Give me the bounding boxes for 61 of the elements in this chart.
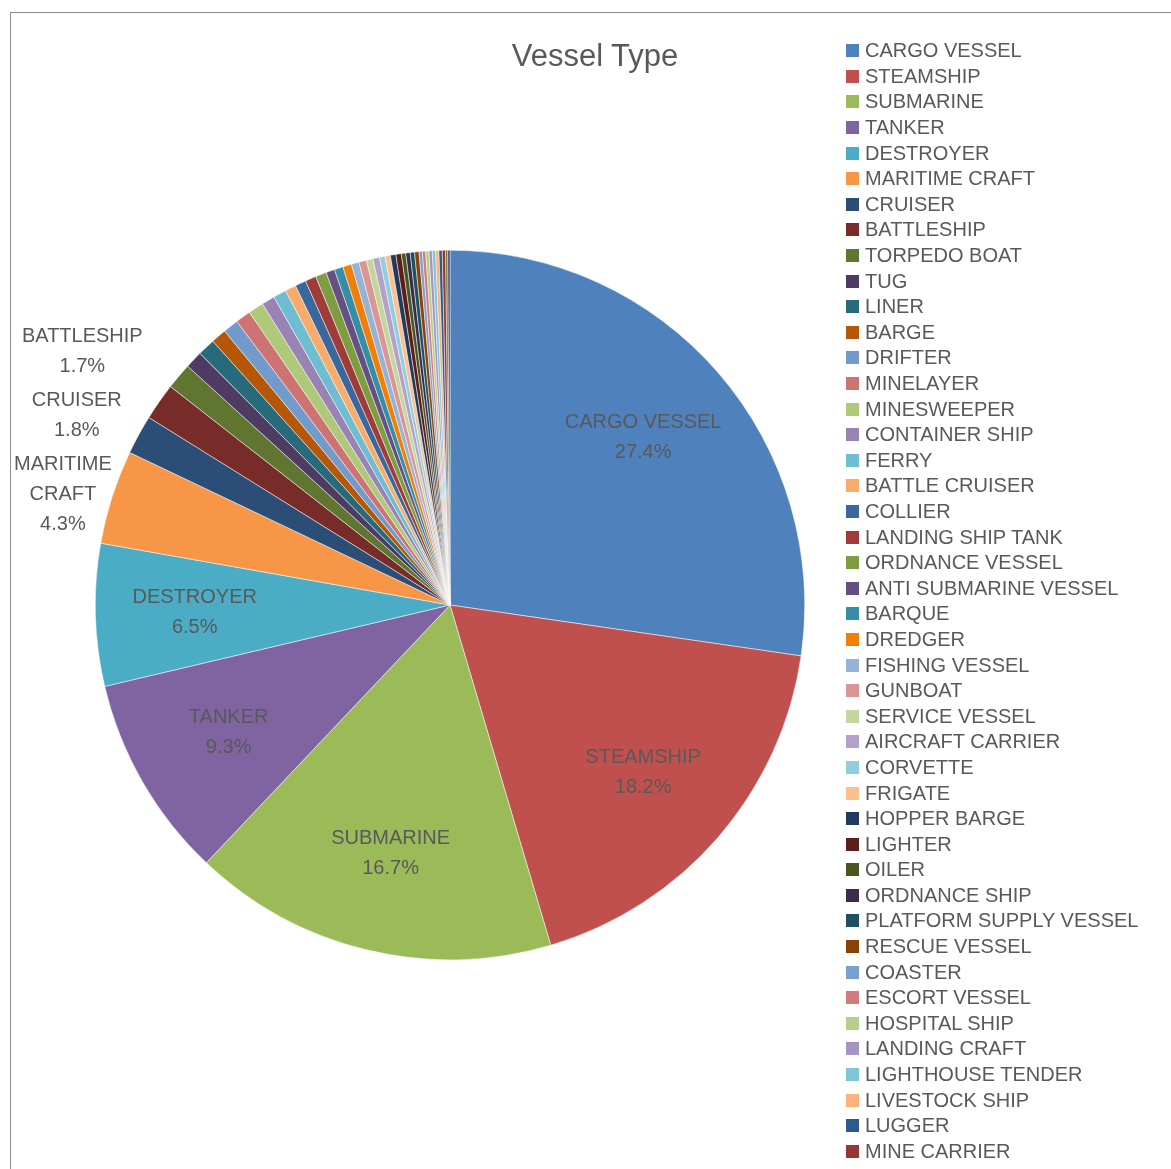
legend-label: CORVETTE: [865, 755, 974, 779]
legend-label: ESCORT VESSEL: [865, 986, 1031, 1010]
legend-label: FERRY: [865, 448, 933, 472]
legend-label: DESTROYER: [865, 141, 990, 165]
legend-label: LUGGER: [865, 1114, 950, 1138]
legend-label: RESCUE VESSEL: [865, 935, 1032, 959]
data-label: 6.5%: [171, 614, 218, 637]
legend-label: CRUISER: [865, 192, 956, 216]
legend-label: STEAMSHIP: [865, 64, 981, 88]
legend-label: COLLIER: [865, 499, 951, 523]
legend-label: SUBMARINE: [865, 90, 984, 114]
data-label: 27.4%: [614, 440, 672, 463]
legend-label: TANKER: [865, 116, 945, 140]
slice-label: DESTROYER: [132, 584, 257, 607]
legend-label: COASTER: [865, 960, 962, 984]
legend-label: ORDNANCE SHIP: [865, 883, 1032, 907]
legend-label: LIGHTHOUSE TENDER: [865, 1063, 1083, 1087]
legend-label: BARGE: [865, 320, 936, 344]
data-label: 9.3%: [205, 734, 252, 757]
legend-label: MINELAYER: [865, 372, 980, 396]
legend-label: BATTLE CRUISER: [865, 474, 1035, 498]
data-label: 1.7%: [59, 353, 106, 376]
slice-label: STEAMSHIP: [585, 744, 701, 767]
legend-label: SERVICE VESSEL: [865, 704, 1036, 728]
legend-label: TUG: [865, 269, 908, 293]
slice-label: SUBMARINE: [331, 825, 451, 848]
legend-label: ANTI SUBMARINE VESSEL: [865, 576, 1119, 600]
data-label: 4.3%: [40, 511, 86, 534]
slice-label: CARGO VESSEL: [564, 410, 722, 433]
legend-label: BATTLESHIP: [865, 218, 986, 242]
data-label: 1.8%: [53, 417, 100, 440]
legend-label: AIRCRAFT CARRIER: [865, 730, 1061, 754]
legend-label: LIGHTER: [865, 832, 952, 856]
legend-label: TORPEDO BOAT: [865, 244, 1023, 268]
legend-label: ORDNANCE VESSEL: [865, 551, 1063, 575]
legend-label: FISHING VESSEL: [865, 653, 1030, 677]
chart-title: Vessel Type: [510, 38, 680, 74]
legend-label: CONTAINER SHIP: [865, 423, 1034, 447]
legend-label: CARGO VESSEL: [865, 39, 1022, 63]
data-label: 16.7%: [362, 855, 420, 878]
legend-label: PLATFORM SUPPLY VESSEL: [865, 909, 1139, 933]
legend-label: LANDING SHIP TANK: [865, 525, 1063, 549]
legend-label: DRIFTER: [865, 346, 952, 370]
legend-label: LINER: [865, 295, 924, 319]
legend-label: MINE CARRIER: [865, 1139, 1011, 1163]
slice-label: TANKER: [188, 704, 269, 727]
legend-label: HOPPER BARGE: [865, 807, 1026, 831]
slice-label: MARITIME CRAFT: [14, 451, 112, 504]
legend-label: GUNBOAT: [865, 679, 963, 703]
slice-label: CRUISER: [31, 387, 122, 410]
legend-label: OILER: [865, 858, 926, 882]
legend-label: HOSPITAL SHIP: [865, 1011, 1014, 1035]
legend-label: MARITIME CRAFT: [865, 167, 1035, 191]
legend-label: DREDGER: [865, 627, 966, 651]
legend-label: LANDING CRAFT: [865, 1037, 1027, 1061]
legend-label: MINESWEEPER: [865, 397, 1016, 421]
data-label: 18.2%: [614, 774, 672, 797]
slice-label: BATTLESHIP: [21, 323, 143, 346]
legend-label: FRIGATE: [865, 781, 951, 805]
legend-label: LIVESTOCK SHIP: [865, 1088, 1030, 1112]
legend-label: BARQUE: [865, 602, 950, 626]
